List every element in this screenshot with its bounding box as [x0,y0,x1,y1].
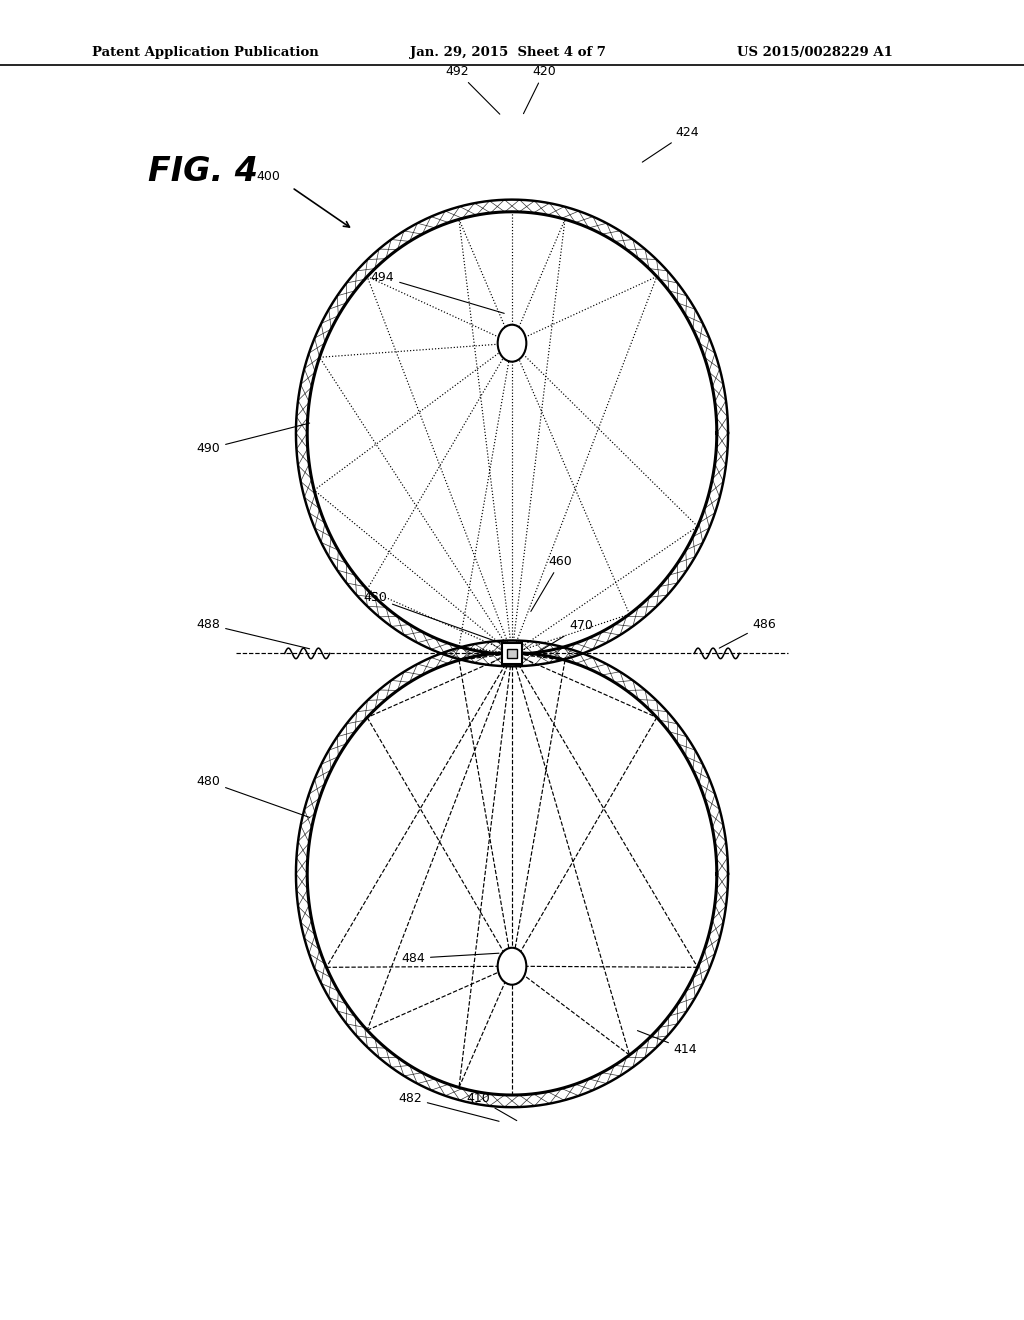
Circle shape [498,325,526,362]
Text: 410: 410 [466,1092,517,1121]
Text: 488: 488 [197,618,309,649]
Bar [502,643,522,664]
Text: 400: 400 [256,170,281,183]
Text: 424: 424 [642,125,699,162]
Text: 450: 450 [364,591,501,643]
Text: 484: 484 [401,952,499,965]
Text: US 2015/0028229 A1: US 2015/0028229 A1 [737,46,893,59]
Text: FIG. 4: FIG. 4 [148,154,258,187]
Text: 482: 482 [398,1092,499,1121]
Text: 494: 494 [371,271,504,313]
Text: 414: 414 [638,1031,697,1056]
Text: 480: 480 [197,775,309,817]
Text: 486: 486 [719,618,776,648]
Text: 492: 492 [445,65,500,115]
Text: 490: 490 [197,424,309,455]
Text: 470: 470 [531,619,593,656]
Text: Jan. 29, 2015  Sheet 4 of 7: Jan. 29, 2015 Sheet 4 of 7 [410,46,605,59]
Text: 420: 420 [523,65,556,114]
Bar [508,649,516,657]
Circle shape [498,948,526,985]
Text: 460: 460 [530,554,572,611]
Text: Patent Application Publication: Patent Application Publication [92,46,318,59]
